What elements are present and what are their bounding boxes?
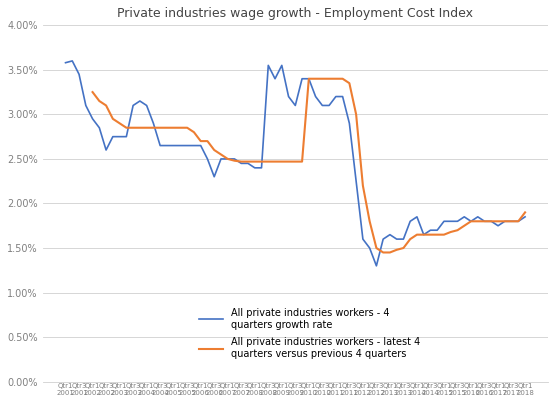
All private industries workers - 4
quarters growth rate	[332, 94, 339, 99]
All private industries workers - 4
quarters growth rate	[427, 228, 434, 233]
All private industries workers - 4
quarters growth rate	[157, 143, 164, 148]
Line: All private industries workers - 4
quarters growth rate: All private industries workers - 4 quart…	[65, 61, 525, 266]
Line: All private industries workers - latest 4
quarters versus previous 4 quarters: All private industries workers - latest …	[93, 79, 525, 252]
All private industries workers - latest 4
quarters versus previous 4 quarters	[305, 76, 312, 81]
All private industries workers - 4
quarters growth rate	[522, 214, 528, 219]
All private industries workers - 4
quarters growth rate	[373, 264, 380, 268]
All private industries workers - latest 4
quarters versus previous 4 quarters	[475, 219, 481, 224]
All private industries workers - 4
quarters growth rate	[143, 103, 150, 108]
All private industries workers - latest 4
quarters versus previous 4 quarters	[380, 250, 386, 255]
All private industries workers - latest 4
quarters versus previous 4 quarters	[190, 130, 197, 135]
All private industries workers - latest 4
quarters versus previous 4 quarters	[272, 159, 279, 164]
All private industries workers - 4
quarters growth rate	[62, 60, 69, 65]
All private industries workers - latest 4
quarters versus previous 4 quarters	[218, 152, 224, 157]
All private industries workers - 4
quarters growth rate	[103, 147, 109, 152]
All private industries workers - 4
quarters growth rate	[515, 219, 522, 224]
All private industries workers - latest 4
quarters versus previous 4 quarters	[89, 90, 96, 95]
All private industries workers - 4
quarters growth rate	[69, 58, 75, 63]
All private industries workers - latest 4
quarters versus previous 4 quarters	[319, 76, 326, 81]
Legend: All private industries workers - 4
quarters growth rate, All private industries : All private industries workers - 4 quart…	[199, 308, 420, 359]
All private industries workers - latest 4
quarters versus previous 4 quarters	[522, 210, 528, 215]
Title: Private industries wage growth - Employment Cost Index: Private industries wage growth - Employm…	[117, 7, 473, 20]
All private industries workers - latest 4
quarters versus previous 4 quarters	[508, 219, 515, 224]
